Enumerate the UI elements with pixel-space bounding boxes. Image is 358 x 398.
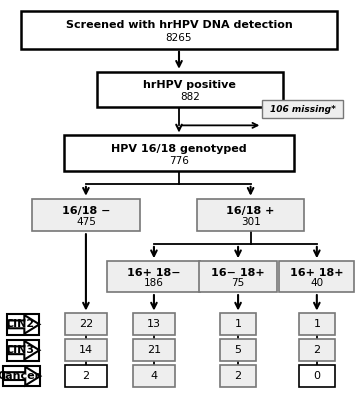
Polygon shape [4, 367, 40, 385]
Bar [299, 314, 335, 335]
Bar [133, 365, 174, 387]
Polygon shape [9, 341, 39, 359]
Text: 14: 14 [79, 345, 93, 355]
Bar [7, 314, 39, 335]
Text: Cancer: Cancer [0, 371, 40, 381]
Text: 882: 882 [180, 92, 200, 102]
Text: 301: 301 [241, 217, 261, 227]
Bar [299, 339, 335, 361]
Text: 475: 475 [76, 217, 96, 227]
Bar [107, 261, 200, 292]
Bar [3, 366, 40, 386]
Bar [7, 340, 39, 361]
Text: hrHPV positive: hrHPV positive [143, 80, 236, 90]
Text: 16− 18+: 16− 18+ [211, 267, 265, 277]
Bar [262, 100, 343, 118]
Bar [197, 199, 304, 231]
Bar [133, 339, 174, 361]
Text: HPV 16/18 genotyped: HPV 16/18 genotyped [111, 144, 247, 154]
Text: 40: 40 [310, 279, 323, 289]
Text: 776: 776 [169, 156, 189, 166]
Text: 16/18 −: 16/18 − [62, 206, 110, 216]
Text: 2: 2 [234, 371, 242, 381]
Text: CIN3: CIN3 [6, 345, 35, 355]
Text: 2: 2 [82, 371, 90, 381]
Bar [299, 365, 335, 387]
Bar [65, 365, 107, 387]
Bar [64, 135, 294, 171]
Text: 106 missing*: 106 missing* [270, 105, 335, 114]
Bar [65, 339, 107, 361]
Bar [220, 339, 256, 361]
Bar [97, 72, 283, 107]
Text: 1: 1 [234, 319, 242, 330]
Bar [199, 261, 277, 292]
Text: 21: 21 [147, 345, 161, 355]
Text: 0: 0 [313, 371, 320, 381]
Bar [133, 314, 174, 335]
Text: 1: 1 [313, 319, 320, 330]
Bar [32, 199, 140, 231]
Bar [21, 11, 337, 49]
Text: 186: 186 [144, 279, 164, 289]
Text: 22: 22 [79, 319, 93, 330]
Text: Screened with hrHPV DNA detection: Screened with hrHPV DNA detection [66, 20, 292, 30]
Bar [220, 314, 256, 335]
Text: 16/18 +: 16/18 + [226, 206, 275, 216]
Text: 75: 75 [231, 279, 245, 289]
Text: CIN2: CIN2 [6, 319, 35, 330]
Text: 16+ 18−: 16+ 18− [127, 267, 181, 277]
Bar [279, 261, 354, 292]
Bar [220, 365, 256, 387]
Text: 4: 4 [150, 371, 158, 381]
Text: 13: 13 [147, 319, 161, 330]
Bar [65, 314, 107, 335]
Text: 16+ 18+: 16+ 18+ [290, 267, 344, 277]
Text: 8265: 8265 [166, 33, 192, 43]
Text: 2: 2 [313, 345, 320, 355]
Polygon shape [9, 315, 39, 334]
Text: 5: 5 [234, 345, 242, 355]
